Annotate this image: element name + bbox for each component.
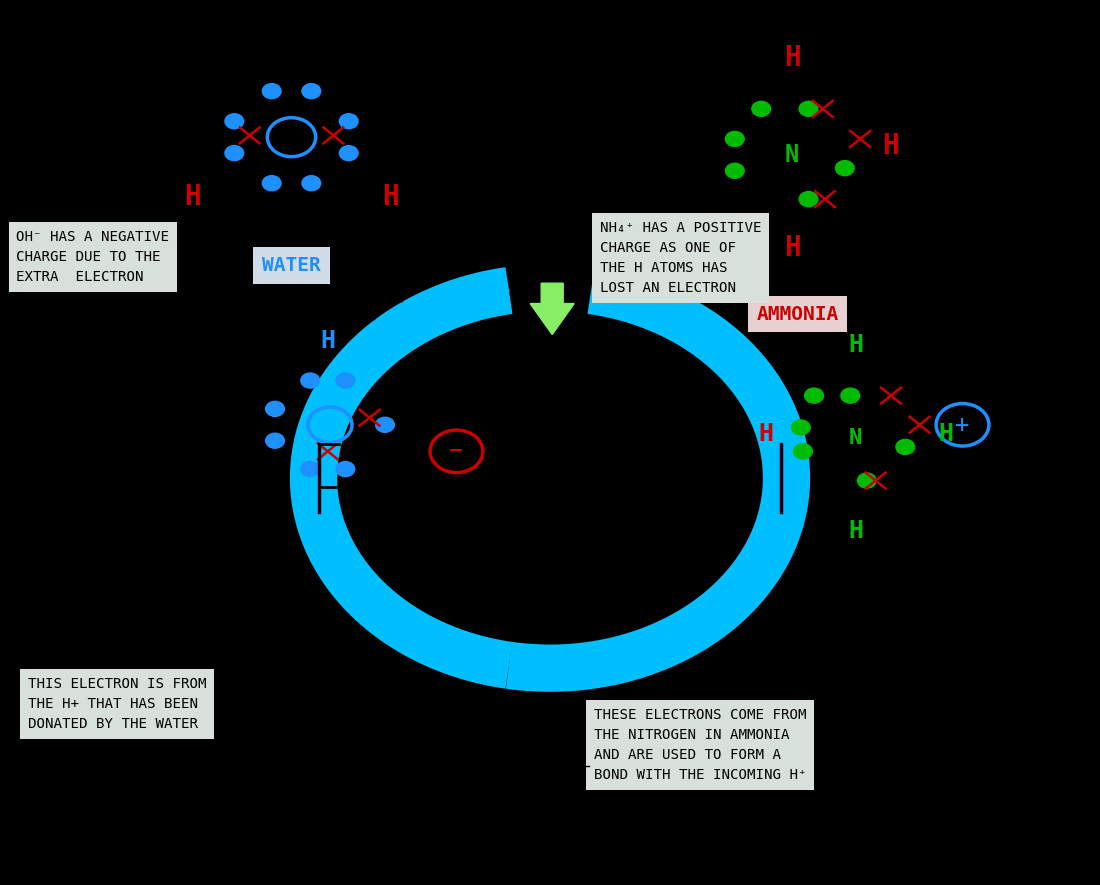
Text: WATER: WATER: [262, 256, 321, 275]
Circle shape: [226, 145, 244, 161]
Circle shape: [375, 418, 395, 432]
Text: H: H: [882, 132, 900, 160]
Circle shape: [794, 444, 812, 458]
Circle shape: [266, 434, 284, 448]
Circle shape: [336, 373, 354, 388]
FancyArrow shape: [530, 283, 574, 335]
Circle shape: [799, 192, 818, 207]
Circle shape: [301, 83, 321, 98]
Text: NH₄⁺ HAS A POSITIVE
CHARGE AS ONE OF
THE H ATOMS HAS
LOST AN ELECTRON: NH₄⁺ HAS A POSITIVE CHARGE AS ONE OF THE…: [600, 221, 761, 296]
Circle shape: [263, 83, 282, 98]
Circle shape: [300, 462, 320, 476]
Circle shape: [300, 373, 320, 388]
Text: H: H: [382, 183, 399, 212]
Text: OH⁻ HAS A NEGATIVE
CHARGE DUE TO THE
EXTRA  ELECTRON: OH⁻ HAS A NEGATIVE CHARGE DUE TO THE EXT…: [16, 230, 169, 284]
Circle shape: [339, 145, 359, 161]
Text: THIS ELECTRON IS FROM
THE H+ THAT HAS BEEN
DONATED BY THE WATER: THIS ELECTRON IS FROM THE H+ THAT HAS BE…: [28, 677, 206, 731]
Text: H: H: [783, 43, 801, 72]
Circle shape: [266, 401, 284, 416]
Circle shape: [726, 131, 745, 147]
Circle shape: [336, 462, 354, 476]
Circle shape: [791, 419, 810, 435]
Text: −: −: [450, 439, 463, 464]
Circle shape: [858, 473, 877, 489]
Text: H: H: [848, 333, 864, 358]
Text: H: H: [783, 234, 801, 262]
Circle shape: [842, 388, 860, 403]
Text: H: H: [758, 421, 773, 446]
Circle shape: [895, 440, 915, 455]
Circle shape: [301, 175, 321, 191]
Text: H: H: [320, 328, 336, 353]
Text: N: N: [785, 142, 799, 167]
Circle shape: [226, 113, 244, 128]
Text: N: N: [849, 428, 862, 448]
Circle shape: [726, 163, 745, 179]
Circle shape: [836, 161, 855, 176]
Text: THESE ELECTRONS COME FROM
THE NITROGEN IN AMMONIA
AND ARE USED TO FORM A
BOND WI: THESE ELECTRONS COME FROM THE NITROGEN I…: [594, 708, 806, 782]
Text: AMMONIA: AMMONIA: [757, 304, 838, 324]
Text: H: H: [848, 519, 864, 543]
Circle shape: [263, 175, 282, 191]
Text: +: +: [956, 412, 969, 437]
Circle shape: [751, 101, 770, 117]
Text: H: H: [184, 183, 201, 212]
Circle shape: [804, 388, 823, 403]
Text: H: H: [938, 421, 954, 446]
Circle shape: [799, 101, 818, 117]
Circle shape: [339, 113, 359, 128]
